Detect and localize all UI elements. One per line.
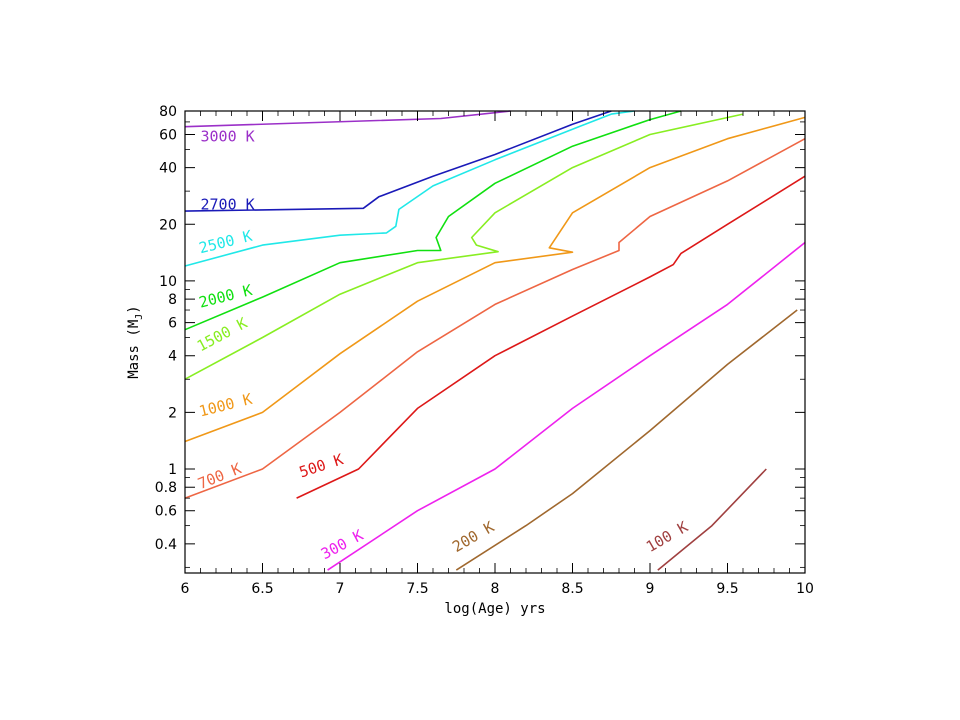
y-tick-label: 60	[159, 128, 177, 144]
series-line-3000k	[184, 110, 511, 128]
x-tick-label: 9	[646, 581, 655, 597]
series-line-100k	[657, 468, 767, 571]
series-line-2700k	[184, 110, 612, 212]
y-tick-label: 0.6	[155, 504, 177, 520]
series-label-3000k: 3000 K	[201, 128, 255, 146]
y-tick-label: 40	[159, 161, 177, 177]
x-tick-label: 9.5	[716, 581, 738, 597]
series-line-300k	[327, 241, 806, 571]
x-tick-label: 8.5	[561, 581, 583, 597]
y-tick-label: 0.4	[155, 537, 177, 553]
curves-layer	[184, 110, 806, 571]
y-axis-label-sub: J	[134, 314, 145, 320]
y-axis-label-main: Mass (M	[126, 320, 142, 379]
plot-frame	[184, 110, 806, 574]
series-line-700k	[184, 137, 806, 499]
series-label-2500k: 2500 K	[197, 227, 254, 258]
x-tick-label: 7.5	[406, 581, 428, 597]
x-tick-label: 7	[336, 581, 345, 597]
y-tick-label: 80	[159, 104, 177, 120]
y-tick-label: 4	[168, 349, 177, 365]
y-axis-label-end: )	[126, 305, 142, 313]
series-line-1500k	[184, 113, 744, 380]
series-line-2000k	[184, 110, 682, 331]
series-label-700k: 700 K	[195, 459, 244, 493]
series-line-1000k	[184, 116, 806, 443]
y-axis-label: Mass (MJ)	[126, 305, 145, 378]
y-tick-label: 6	[168, 316, 177, 332]
ticks-layer: 6 6.5 7 7.5 8 8.5 9 9.5 10 0.4 0.6 0.8 1 2 4 6 8 10 20 40 60…	[155, 104, 814, 597]
x-axis-label: log(Age) yrs	[444, 601, 545, 617]
y-tick-label: 8	[168, 292, 177, 308]
y-tick-label: 10	[159, 274, 177, 290]
x-tick-label: 6	[181, 581, 190, 597]
series-label-300k: 300 K	[318, 526, 366, 563]
series-label-500k: 500 K	[297, 450, 346, 481]
x-tick-label: 8	[491, 581, 500, 597]
x-tick-label: 10	[796, 581, 814, 597]
series-label-2700k: 2700 K	[201, 195, 255, 213]
series-line-2500k	[184, 110, 635, 267]
series-label-1000k: 1000 K	[197, 390, 254, 421]
y-tick-label: 20	[159, 217, 177, 233]
y-tick-label: 1	[168, 462, 177, 478]
series-label-100k: 100 K	[643, 518, 691, 556]
series-line-500k	[296, 175, 806, 499]
y-tick-label: 0.8	[155, 480, 177, 496]
series-label-200k: 200 K	[449, 518, 497, 556]
series-label-2000k: 2000 K	[197, 281, 254, 312]
y-tick-label: 2	[168, 405, 177, 421]
x-tick-label: 6.5	[251, 581, 273, 597]
series-line-200k	[455, 309, 798, 571]
